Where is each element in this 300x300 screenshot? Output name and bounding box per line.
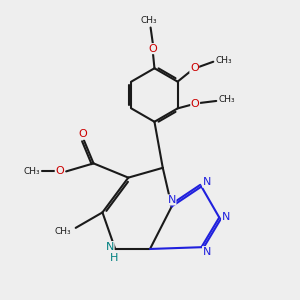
Text: O: O (55, 167, 64, 176)
Text: CH₃: CH₃ (140, 16, 157, 25)
Text: N: N (106, 242, 114, 252)
Text: N: N (222, 212, 230, 223)
Text: N: N (202, 247, 211, 256)
Text: CH₃: CH₃ (24, 167, 40, 176)
Text: N: N (167, 195, 176, 205)
Text: N: N (202, 177, 211, 187)
Text: CH₃: CH₃ (55, 227, 71, 236)
Text: O: O (191, 99, 200, 109)
Text: O: O (190, 63, 199, 73)
Text: O: O (148, 44, 157, 54)
Text: CH₃: CH₃ (219, 95, 235, 104)
Text: CH₃: CH₃ (216, 56, 232, 65)
Text: O: O (78, 129, 87, 139)
Text: H: H (110, 253, 118, 263)
